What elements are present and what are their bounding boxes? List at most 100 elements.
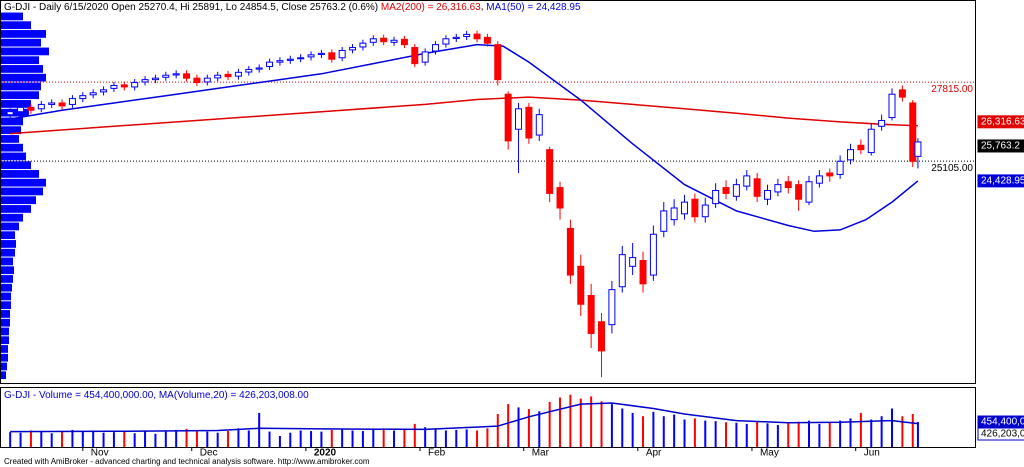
candle-body <box>525 106 533 139</box>
footer: Created with AmiBroker - advanced charti… <box>4 457 370 466</box>
profile-bar <box>1 21 31 30</box>
volume-bar <box>621 408 624 447</box>
candle-body <box>764 189 772 200</box>
x-tick-label: Feb <box>428 448 446 459</box>
candle-body <box>598 321 606 352</box>
profile-bar <box>1 56 39 65</box>
volume-bar <box>870 419 873 447</box>
volume-bar <box>569 394 572 447</box>
candle-body <box>847 149 855 161</box>
profile-bar <box>1 108 29 117</box>
candle-body <box>867 128 875 154</box>
profile-bar <box>1 240 16 248</box>
legend-entry: MA(Volume,20) = 426,203,008.00 <box>159 390 309 401</box>
candle-body <box>37 103 45 110</box>
profile-bar <box>1 143 23 152</box>
candle-body <box>214 74 222 79</box>
profile-bar <box>1 100 31 108</box>
candle-body <box>442 38 450 45</box>
volume-bar <box>19 432 22 447</box>
ma-line <box>10 402 918 433</box>
candle-body <box>515 108 523 130</box>
candle-body <box>100 89 108 93</box>
chart-title: G-DJI - Daily 6/15/2020 Open 25270.4, Hi… <box>4 2 378 13</box>
volume-bar <box>237 428 240 447</box>
candle-body <box>110 84 118 89</box>
volume-bar <box>880 416 883 447</box>
candle-body <box>162 74 170 78</box>
candle-body <box>421 51 429 63</box>
volume-bar <box>444 430 447 447</box>
volume-bar <box>164 431 167 447</box>
levels: 27815.00 25105.00 <box>1 81 975 174</box>
volume-bar <box>818 423 821 447</box>
candle-body <box>670 207 678 221</box>
candle-body <box>483 36 491 44</box>
volume-bar <box>330 429 333 447</box>
volume-bar <box>704 420 707 447</box>
volume-bar <box>455 429 458 447</box>
volume-bar <box>382 429 385 447</box>
candle-body <box>338 49 346 59</box>
candle-body <box>546 149 554 194</box>
profile-bar <box>1 73 46 82</box>
x-tick-label: Nov <box>91 448 109 459</box>
profile-bar <box>1 318 10 327</box>
candle-body <box>556 187 564 209</box>
candle-body <box>681 201 689 215</box>
candle-body <box>328 52 336 60</box>
candle-body <box>805 181 813 203</box>
candle-body <box>297 57 305 60</box>
candle-body <box>660 210 668 232</box>
profile-bar <box>1 30 46 38</box>
candle-body <box>639 259 647 285</box>
profile-bar <box>1 82 41 91</box>
profile-bar <box>1 301 11 310</box>
volume-bar <box>693 418 696 447</box>
candle-body <box>193 77 201 84</box>
candle-body <box>494 44 502 81</box>
ma-line <box>10 96 918 135</box>
volume-bar <box>714 421 717 447</box>
volume-bar <box>745 423 748 447</box>
profile-bar <box>1 117 23 126</box>
candle-body <box>234 71 242 77</box>
volume-bar <box>652 411 655 447</box>
volume-bar <box>828 422 831 447</box>
candle-body <box>203 77 211 83</box>
candle-body <box>266 61 274 68</box>
candle-body <box>701 204 709 218</box>
candle-body <box>649 233 657 276</box>
volume-bar <box>144 430 147 447</box>
profile-bar <box>1 38 41 47</box>
profile-bar <box>1 275 13 283</box>
candle-body <box>722 187 730 194</box>
candle-body <box>535 114 543 136</box>
candle-body <box>369 38 377 43</box>
profile-bar <box>1 196 36 205</box>
volume-bar <box>92 430 95 447</box>
profile-bar <box>1 126 21 135</box>
candle-body <box>914 141 922 157</box>
candle-body <box>255 67 263 70</box>
volume-bar <box>123 431 126 447</box>
volume-bar <box>496 414 499 447</box>
x-tick-label: Mar <box>532 448 550 459</box>
value-tag-label: 24,428.95 <box>981 176 1024 187</box>
volume-bar <box>859 412 862 447</box>
volume-bar <box>631 412 634 447</box>
profile-bar <box>1 47 49 56</box>
candle-body <box>815 175 823 184</box>
profile-bar <box>1 178 46 187</box>
candle-body <box>307 54 315 58</box>
candle-body <box>359 42 367 48</box>
volume-bar <box>725 422 728 447</box>
profile-bar <box>1 310 10 318</box>
candle-body <box>27 106 35 111</box>
candle-body <box>743 175 751 187</box>
volume-bar <box>29 430 32 447</box>
legend-entry: MA2(200) = 26,316.63 <box>381 2 481 13</box>
candle-body <box>317 52 325 56</box>
candle-body <box>826 172 834 177</box>
candle-body <box>432 44 440 52</box>
